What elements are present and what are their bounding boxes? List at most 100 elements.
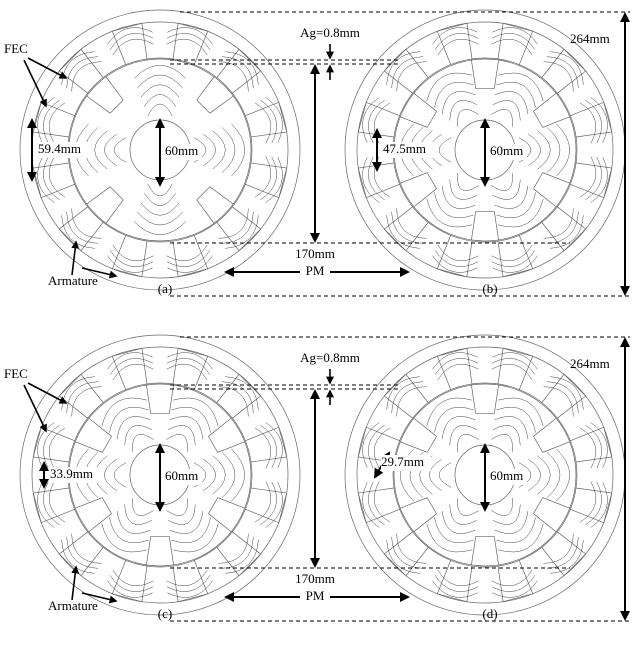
flux-line: [107, 353, 152, 370]
flux-line: [438, 364, 479, 380]
slot: [33, 163, 74, 198]
flux-line: [72, 209, 102, 239]
flux-line: [213, 456, 226, 494]
flux-line: [167, 33, 210, 49]
flux-line: [538, 131, 551, 169]
flux-line: [62, 377, 95, 410]
flux-line: [168, 425, 195, 445]
slot: [173, 23, 208, 64]
flux-line: [435, 250, 478, 266]
slot: [498, 235, 533, 276]
flux-line: [492, 353, 537, 370]
flux-line: [110, 358, 153, 374]
slot: [59, 532, 103, 576]
flux-line: [438, 245, 479, 261]
flux-line: [141, 203, 179, 216]
rotor-pole: [197, 77, 233, 113]
armature-label: Armature: [48, 598, 98, 613]
flux-line: [222, 382, 253, 413]
flux-line: [438, 39, 479, 55]
flux-line: [113, 364, 154, 380]
flux-line: [492, 28, 537, 45]
slot: [570, 488, 611, 523]
flux-line: [491, 498, 512, 516]
flux-line: [457, 498, 478, 516]
flux-line: [491, 173, 512, 191]
slot: [358, 102, 399, 137]
armature-label: Armature: [48, 273, 98, 288]
flux-line: [547, 212, 578, 243]
flux-line: [363, 422, 380, 467]
rotor-pole: [208, 498, 244, 532]
flux-line: [213, 131, 226, 169]
flux-line: [117, 511, 150, 534]
slot: [245, 102, 286, 137]
slot: [570, 102, 611, 137]
rotor-pole: [75, 498, 111, 532]
rotor-pole: [400, 173, 436, 207]
flux-line: [43, 157, 59, 200]
rotor-pole: [533, 418, 569, 452]
flux-line: [544, 209, 574, 239]
slot: [59, 49, 103, 93]
width-label: 59.4mm: [38, 141, 81, 156]
flux-line: [168, 505, 195, 525]
flux-line: [435, 575, 478, 591]
flux-line: [547, 537, 578, 568]
slot: [542, 374, 586, 418]
flux-line: [368, 482, 384, 525]
flux-line: [591, 422, 608, 467]
flux-line: [167, 39, 208, 55]
flux-line: [435, 33, 478, 49]
fec-label: FEC: [4, 366, 28, 381]
flux-line: [222, 57, 253, 88]
width-label: 47.5mm: [383, 141, 426, 156]
flux-line: [125, 505, 152, 525]
flux-line: [374, 482, 390, 523]
flux-line: [72, 62, 102, 92]
flux-line: [498, 199, 543, 227]
flux-line: [113, 245, 154, 261]
flux-line: [225, 377, 258, 410]
rotor-pole: [400, 418, 436, 452]
shaft-label: 60mm: [165, 143, 198, 158]
flux-line: [266, 157, 283, 202]
flux-line: [492, 364, 533, 380]
rotor-pole: [471, 536, 498, 565]
air-gap-label: Ag=0.8mm: [300, 350, 360, 365]
flux-line: [167, 575, 210, 591]
flux-line: [450, 505, 477, 525]
slot: [437, 235, 472, 276]
flux-line: [148, 104, 173, 116]
flux-line: [439, 138, 451, 163]
panel-label: (a): [158, 281, 172, 296]
slot: [112, 23, 147, 64]
flux-line: [491, 434, 512, 452]
flux-line: [43, 100, 59, 143]
slot: [498, 348, 533, 389]
rotor-pole: [400, 498, 436, 532]
flux-line: [173, 398, 218, 426]
flux-line: [429, 459, 441, 491]
flux-line: [38, 482, 55, 527]
flux-line: [498, 398, 543, 426]
flux-line: [591, 482, 608, 527]
slot: [245, 163, 286, 198]
flux-line: [495, 416, 528, 439]
flux-line: [219, 209, 249, 239]
fec-arrow: [28, 383, 66, 403]
slot: [570, 163, 611, 198]
flux-line: [67, 212, 98, 243]
flux-line: [38, 157, 55, 202]
flux-line: [544, 534, 574, 564]
panel-label: (b): [482, 281, 497, 296]
flux-line: [167, 250, 210, 266]
slot: [112, 235, 147, 276]
flux-line: [255, 103, 271, 144]
flux-line: [397, 534, 427, 564]
flux-line: [496, 407, 535, 432]
shaft-label: 60mm: [490, 468, 523, 483]
flux-line: [580, 482, 596, 523]
rotor-pole: [146, 536, 173, 565]
flux-line: [434, 517, 473, 542]
